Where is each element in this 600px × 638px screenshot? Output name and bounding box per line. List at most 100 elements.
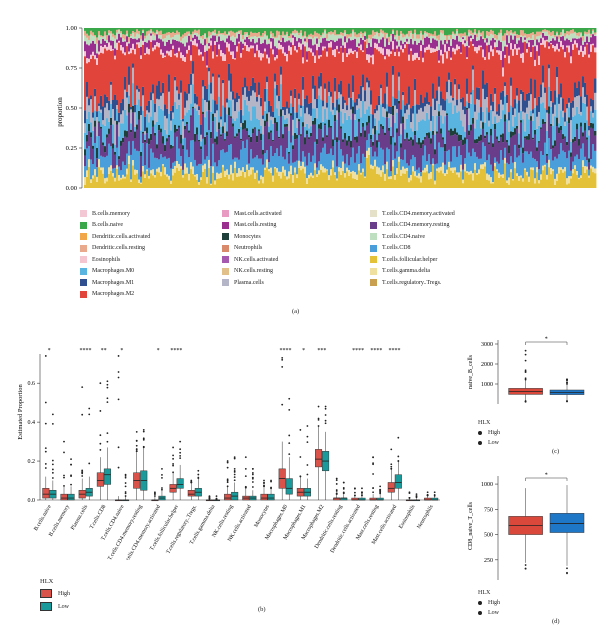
stack-segment	[442, 123, 445, 138]
stack-segment	[92, 178, 95, 188]
stack-segment	[228, 51, 231, 64]
stack-segment	[478, 141, 481, 159]
stack-segment	[548, 46, 551, 49]
stack-segment	[104, 28, 107, 32]
stack-segment	[558, 103, 561, 124]
stack-segment	[250, 85, 253, 96]
stack-segment	[96, 53, 99, 58]
stack-segment	[180, 36, 183, 41]
stack-segment	[508, 120, 511, 132]
stack-segment	[578, 54, 581, 82]
stack-segment	[412, 60, 415, 106]
stack-segment	[534, 98, 537, 108]
stack-segment	[154, 40, 157, 46]
stack-segment	[264, 153, 267, 168]
stack-segment	[130, 36, 133, 39]
stack-segment	[350, 173, 353, 188]
stack-segment	[426, 135, 429, 162]
stack-segment	[124, 39, 127, 42]
stack-segment	[362, 87, 365, 101]
stack-segment	[242, 28, 245, 35]
stack-segment	[272, 156, 275, 176]
outlier-point	[342, 492, 345, 495]
stack-segment	[226, 114, 229, 132]
legend-c: HLX High Low	[478, 420, 500, 446]
stack-segment	[338, 53, 341, 85]
stack-segment	[276, 122, 279, 131]
stack-segment	[84, 41, 87, 52]
stack-segment	[534, 40, 537, 47]
stack-segment	[408, 31, 411, 37]
stack-segment	[174, 124, 177, 133]
stack-segment	[336, 119, 339, 138]
stack-segment	[92, 164, 95, 176]
stack-segment	[504, 28, 507, 34]
stack-segment	[390, 135, 393, 145]
stack-segment	[492, 34, 495, 39]
stack-segment	[358, 33, 361, 37]
stack-segment	[430, 171, 433, 179]
stack-segment	[244, 28, 247, 33]
stack-segment	[558, 41, 561, 49]
stack-segment	[128, 43, 131, 52]
stack-segment	[166, 53, 169, 109]
stack-segment	[506, 44, 509, 47]
stack-segment	[332, 28, 335, 33]
stack-segment	[442, 30, 445, 34]
stack-segment	[236, 46, 239, 52]
stack-segment	[156, 28, 159, 30]
stack-segment	[152, 93, 155, 100]
stack-segment	[110, 170, 113, 188]
stack-segment	[446, 41, 449, 44]
stack-segment	[384, 132, 387, 136]
stack-segment	[208, 31, 211, 37]
stack-segment	[522, 111, 525, 120]
stack-segment	[250, 95, 253, 121]
stack-segment	[426, 171, 429, 188]
stack-segment	[194, 174, 197, 177]
stack-segment	[246, 131, 249, 140]
stack-segment	[516, 88, 519, 96]
stack-segment	[370, 34, 373, 40]
stack-segment	[184, 28, 187, 34]
stack-segment	[226, 169, 229, 175]
stack-segment	[496, 52, 499, 112]
stack-segment	[178, 127, 181, 149]
stack-segment	[384, 164, 387, 174]
outlier-point	[106, 397, 109, 400]
stack-segment	[588, 169, 591, 176]
stack-segment	[444, 34, 447, 37]
outlier-point	[81, 475, 84, 477]
stack-segment	[558, 38, 561, 42]
stack-segment	[304, 41, 307, 47]
stack-segment	[400, 123, 403, 135]
stack-segment	[388, 130, 391, 150]
outlier-point	[233, 457, 236, 460]
stack-segment	[538, 64, 541, 97]
outlier-point	[106, 432, 109, 435]
outlier-point	[372, 491, 374, 494]
stack-segment	[464, 40, 467, 44]
stack-segment	[94, 88, 97, 97]
stack-segment	[510, 137, 513, 157]
stack-segment	[308, 36, 311, 40]
stack-segment	[514, 28, 517, 32]
stack-segment	[270, 105, 273, 117]
stack-segment	[192, 45, 195, 62]
stack-segment	[552, 147, 555, 161]
stack-segment	[314, 44, 317, 56]
stack-segment	[288, 131, 291, 152]
stack-segment	[500, 118, 503, 135]
stack-segment	[298, 135, 301, 161]
stack-segment	[348, 175, 351, 188]
stack-segment	[134, 28, 137, 33]
stack-segment	[438, 62, 441, 77]
stack-segment	[516, 125, 519, 129]
stack-segment	[450, 128, 453, 136]
stack-segment	[326, 107, 329, 120]
stack-segment	[196, 165, 199, 175]
stack-segment	[422, 34, 425, 40]
stack-segment	[342, 52, 345, 62]
stack-segment	[226, 151, 229, 170]
stack-segment	[316, 118, 319, 140]
